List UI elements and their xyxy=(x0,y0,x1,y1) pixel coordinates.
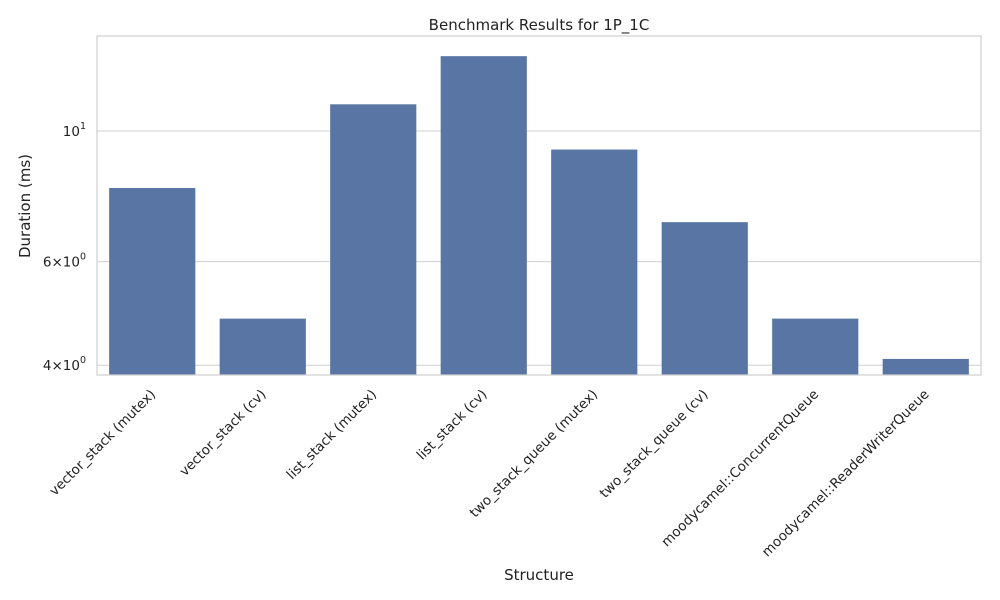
bar xyxy=(330,104,417,376)
y-axis-label: Duration (ms) xyxy=(16,154,34,258)
x-tick-label: two_stack_queue (cv) xyxy=(597,387,712,502)
bar xyxy=(882,358,969,375)
x-tick-labels: vector_stack (mutex) vector_stack (cv) lis… xyxy=(46,387,932,561)
y-tick-label: 4×100 xyxy=(43,355,86,374)
y-tick-labels: 4×100 6×100 101 xyxy=(43,121,86,374)
x-tick-label: list_stack (cv) xyxy=(414,387,491,464)
x-tick-label: list_stack (mutex) xyxy=(284,387,380,483)
bar xyxy=(440,56,527,375)
chart-title: Benchmark Results for 1P_1C xyxy=(429,16,650,35)
x-tick-label: vector_stack (cv) xyxy=(176,387,269,480)
bar xyxy=(772,318,859,375)
x-tick-label: vector_stack (mutex) xyxy=(46,387,159,500)
x-tick-label: two_stack_queue (mutex) xyxy=(467,387,601,521)
y-tick-label: 101 xyxy=(63,121,86,140)
y-tick-label: 6×100 xyxy=(43,252,86,271)
bar xyxy=(219,318,306,375)
bars xyxy=(109,56,969,376)
plot-frame xyxy=(96,35,982,376)
bar xyxy=(661,222,748,375)
bar xyxy=(109,188,196,375)
x-axis-label: Structure xyxy=(504,566,574,584)
bar xyxy=(551,149,638,375)
